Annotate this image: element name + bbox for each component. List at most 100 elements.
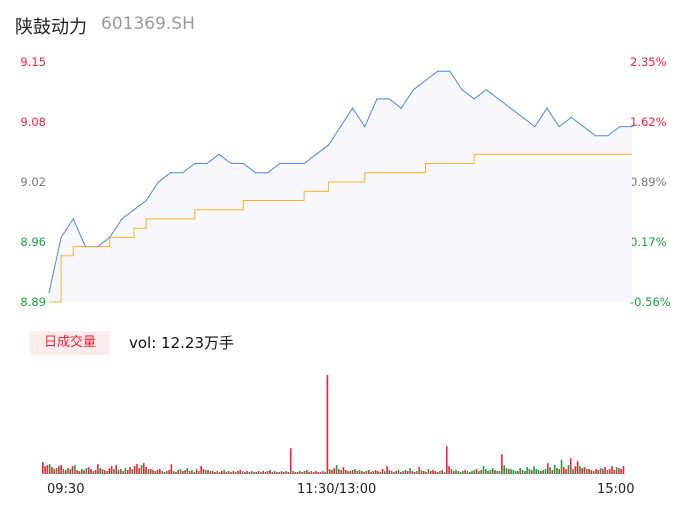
volume-bar	[459, 472, 462, 474]
volume-bar	[133, 466, 136, 474]
volume-bar	[74, 465, 76, 474]
volume-bar	[58, 466, 60, 474]
stock-code: 601369.SH	[101, 14, 195, 34]
volume-bar	[317, 472, 320, 474]
volume-bar	[457, 471, 460, 474]
volume-bar	[418, 467, 421, 474]
volume-bar	[340, 470, 342, 474]
price-point	[376, 98, 378, 100]
volume-bar	[563, 467, 565, 474]
volume-bar	[544, 469, 547, 474]
volume-bar	[496, 471, 499, 474]
price-point	[619, 126, 621, 128]
price-point	[254, 172, 257, 174]
volume-bar	[64, 470, 67, 474]
volume-bar	[177, 470, 180, 474]
volume-bar	[202, 469, 205, 474]
price-point	[291, 162, 293, 165]
price-point	[485, 89, 487, 91]
volume-bar	[503, 465, 505, 474]
volume-bar	[549, 467, 551, 474]
volume-bar	[423, 471, 425, 474]
volume-bar	[60, 465, 62, 474]
volume-bar	[464, 470, 466, 474]
volume-bar	[618, 468, 620, 474]
volume-bar	[227, 471, 230, 474]
volume-bar	[87, 467, 90, 474]
volume-bar	[429, 471, 432, 474]
volume-bar	[273, 471, 276, 474]
price-point	[109, 236, 111, 238]
price-tick-label: 9.02	[20, 175, 46, 189]
volume-summary: vol: 12.23万手	[129, 334, 234, 352]
price-point	[631, 126, 633, 128]
volume-bar	[530, 470, 533, 474]
volume-bar	[124, 468, 127, 474]
volume-bar	[439, 471, 441, 474]
price-point	[182, 172, 184, 174]
volume-bar	[312, 472, 315, 474]
volume-bar	[239, 470, 241, 474]
volume-bar	[409, 468, 411, 474]
volume-bar	[388, 470, 391, 474]
volume-bar	[292, 471, 294, 474]
volume-bar	[533, 466, 535, 474]
volume-bar	[588, 469, 590, 474]
volume-bar	[156, 470, 159, 474]
volume-bar	[221, 471, 223, 474]
volume-bar	[622, 466, 625, 474]
volume-bar	[310, 471, 313, 474]
volume-bar	[416, 471, 418, 474]
volume-bar	[92, 471, 95, 474]
volume-bar	[381, 469, 384, 474]
volume-bar	[611, 466, 613, 474]
price-tick-label: 8.89	[20, 295, 46, 309]
volume-bar	[195, 469, 198, 474]
volume-bar	[585, 469, 588, 474]
average-price-line	[49, 153, 632, 303]
price-point	[449, 70, 451, 72]
volume-bar	[234, 472, 237, 474]
volume-bar	[214, 472, 216, 474]
volume-bar	[271, 472, 274, 474]
volume-bar	[583, 467, 586, 474]
price-point	[546, 107, 548, 109]
volume-bar	[542, 470, 544, 474]
price-point	[121, 218, 123, 220]
volume-bar	[81, 469, 83, 474]
volume-bar	[367, 470, 370, 474]
price-point	[473, 98, 475, 100]
volume-bar	[615, 467, 618, 474]
volume-bar	[71, 466, 74, 474]
volume-bar	[230, 472, 232, 474]
volume-bar	[117, 470, 120, 474]
volume-bar	[204, 470, 207, 474]
price-area	[49, 71, 632, 302]
price-point	[327, 144, 329, 146]
volume-bar	[475, 469, 478, 474]
volume-bar	[165, 471, 168, 474]
volume-bar	[565, 469, 567, 474]
volume-bar	[344, 470, 347, 474]
price-point	[570, 116, 572, 118]
volume-bar	[361, 471, 363, 474]
volume-badge[interactable]: 日成交量	[30, 331, 110, 355]
volume-bar	[537, 470, 540, 474]
volume-bar	[161, 471, 163, 474]
volume-bar	[370, 472, 372, 474]
volume-bar	[425, 472, 427, 474]
volume-bar	[170, 464, 173, 474]
volume-bar	[140, 465, 143, 474]
volume-bar	[296, 472, 299, 474]
price-point	[339, 126, 342, 128]
volume-bar	[324, 472, 326, 474]
volume-bar	[209, 471, 212, 474]
volume-bar	[514, 471, 517, 474]
volume-bar	[551, 470, 554, 474]
volume-bar	[560, 460, 563, 474]
volume-bar	[567, 465, 570, 474]
volume-bar	[269, 470, 271, 474]
volume-bar	[294, 472, 297, 474]
price-point	[48, 292, 50, 294]
volume-bar	[280, 471, 283, 474]
